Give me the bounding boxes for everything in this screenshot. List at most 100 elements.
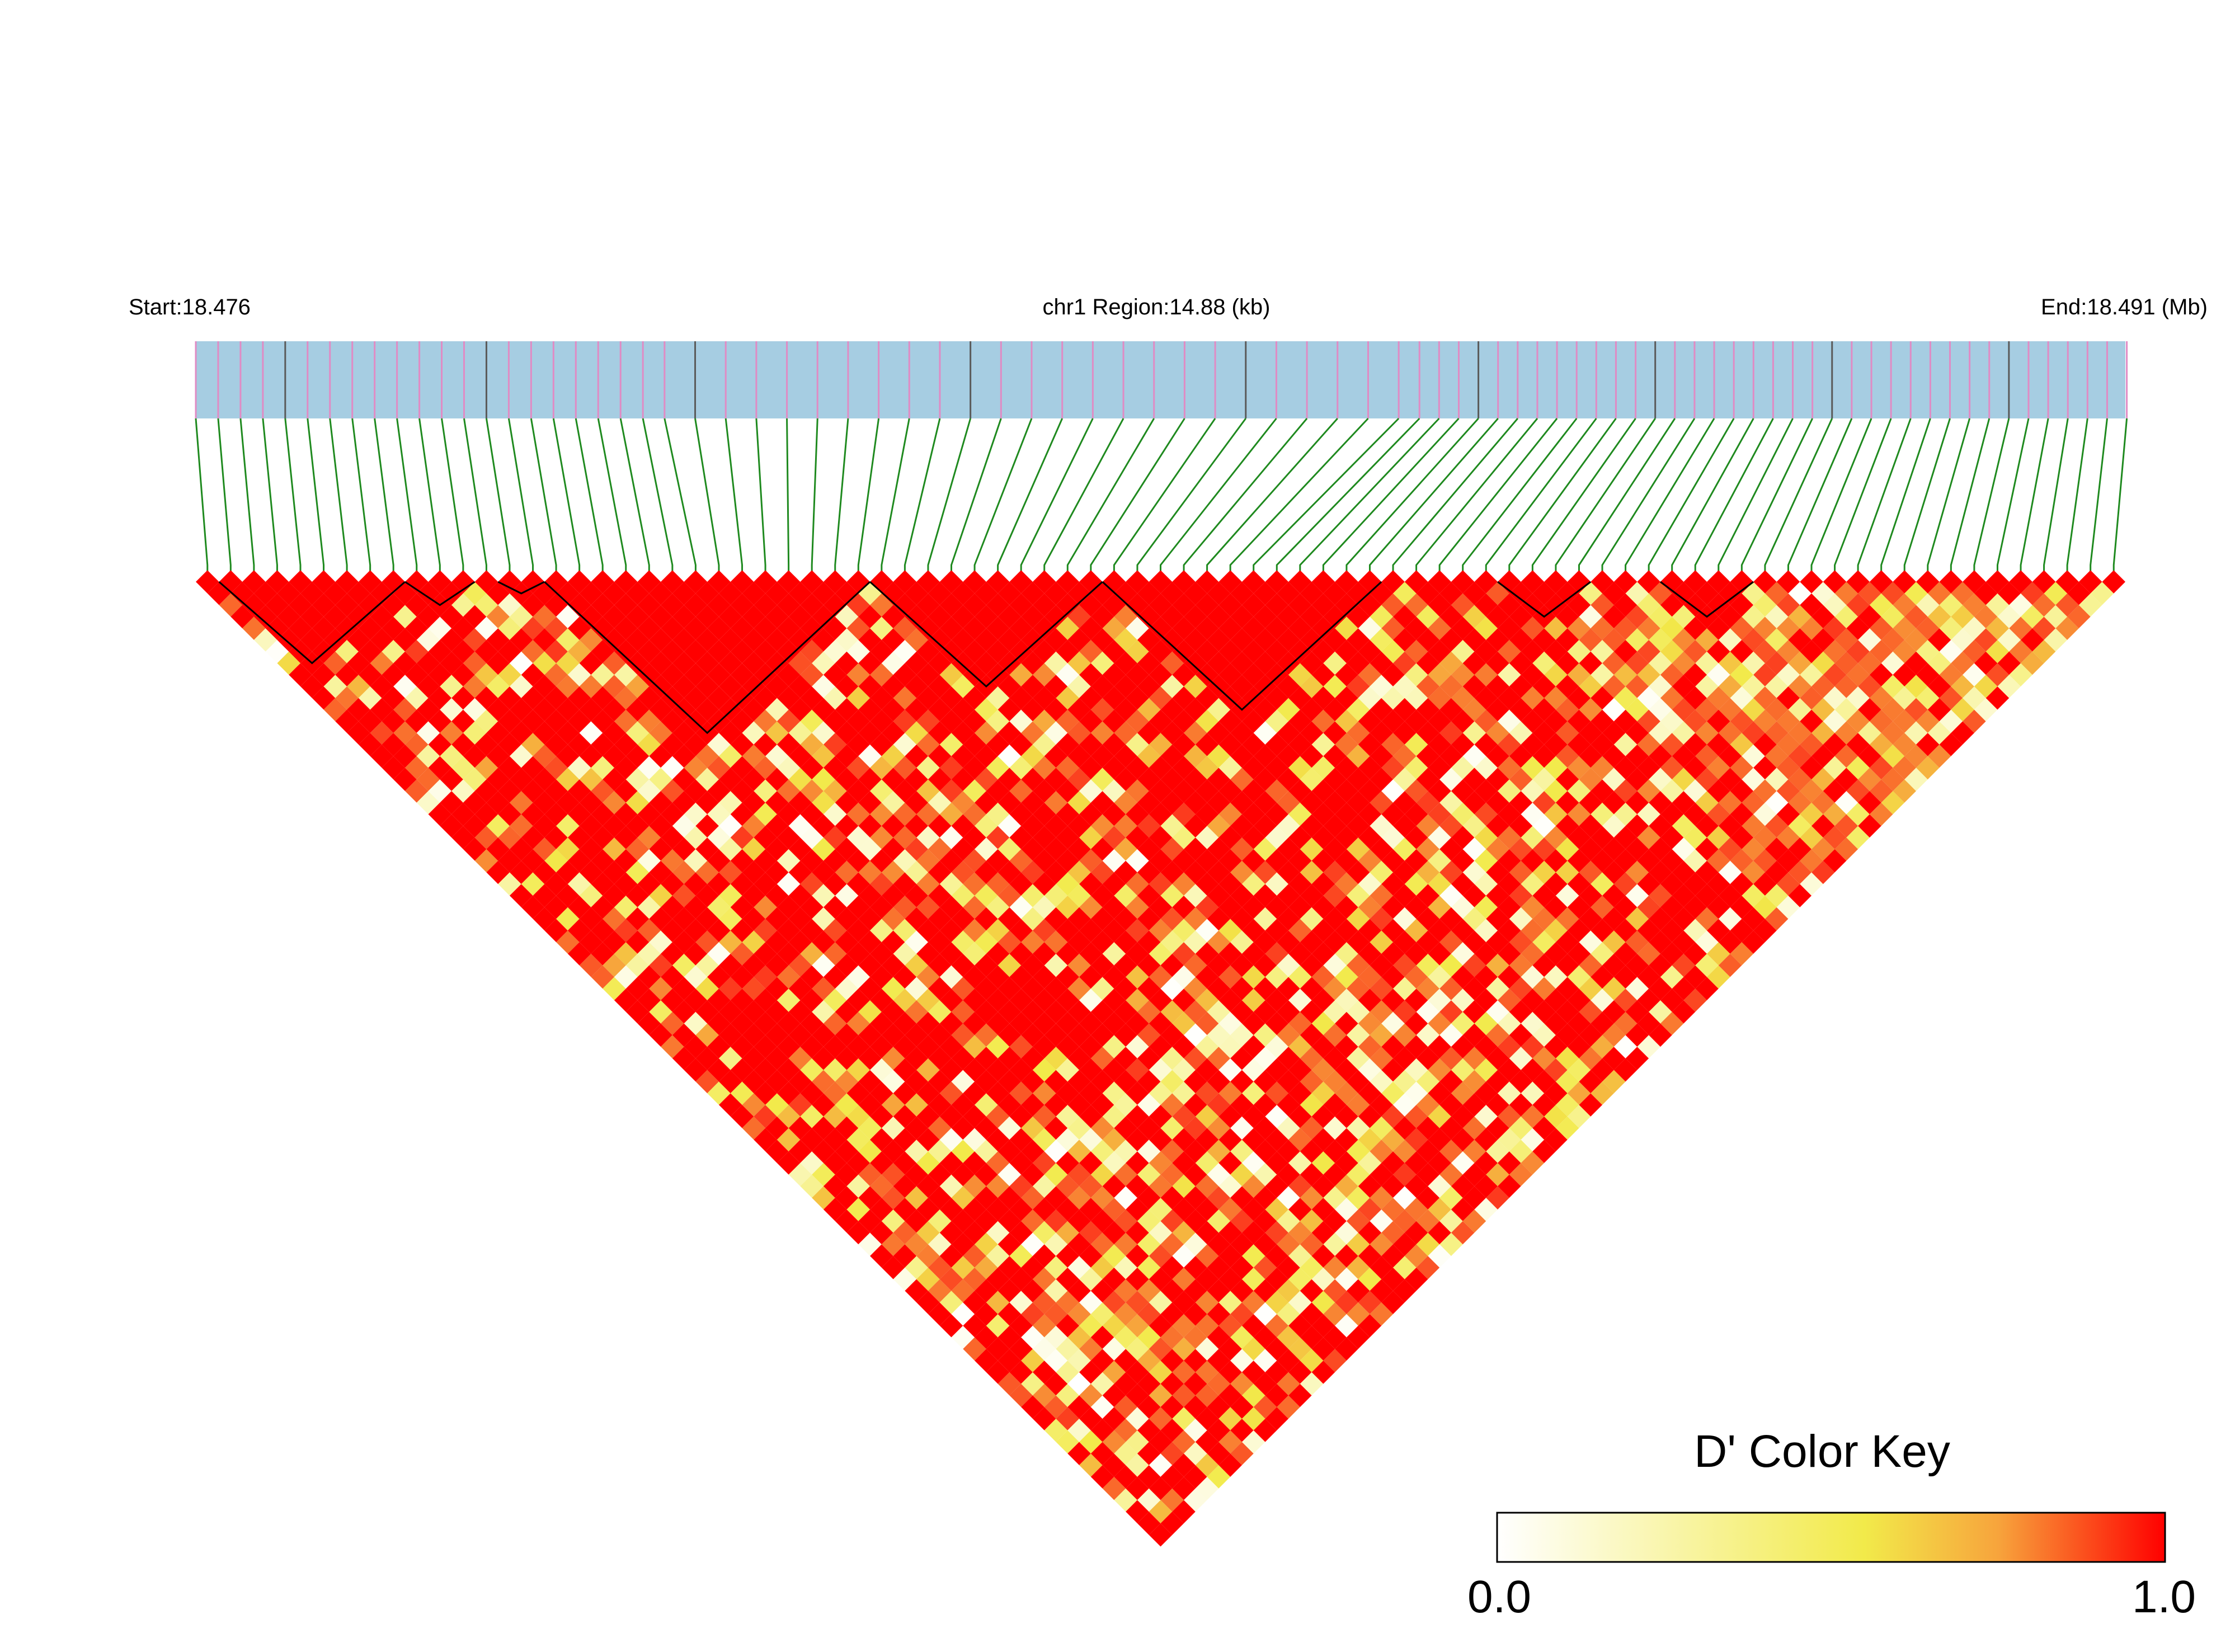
ld-cell: [1160, 1023, 1184, 1047]
ld-cell: [1149, 1198, 1173, 1221]
ld-cell: [1218, 616, 1242, 640]
snp-connector: [575, 418, 604, 577]
ld-cell: [1439, 698, 1463, 722]
ld-cell: [1439, 953, 1463, 977]
ld-cell: [1393, 814, 1417, 838]
ld-cell: [1462, 953, 1486, 977]
ld-cell: [1660, 779, 1684, 803]
ld-cell: [1498, 989, 1521, 1012]
ld-cell: [1788, 790, 1812, 815]
ld-cell: [1207, 1116, 1231, 1140]
ld-cell: [1788, 814, 1812, 838]
ld-cell: [1416, 1093, 1440, 1117]
ld-cell: [1451, 593, 1475, 617]
ld-cell: [1811, 628, 1835, 652]
ld-cell: [1613, 849, 1638, 873]
ld-cell: [1381, 942, 1405, 966]
ld-cell: [1300, 1140, 1324, 1163]
ld-cell: [1660, 709, 1684, 733]
ld-cell: [1521, 616, 1545, 640]
ld-cell: [1288, 1128, 1312, 1152]
ld-cell: [1102, 1476, 1126, 1500]
ld-cell: [1649, 582, 1672, 605]
ld-cell: [881, 1256, 905, 1279]
ld-cell: [1044, 1395, 1068, 1419]
ld-cell: [1102, 1337, 1126, 1361]
ld-cell: [1218, 802, 1242, 826]
ld-cell: [1567, 965, 1591, 989]
snp-connector: [217, 418, 232, 577]
ld-cell: [1567, 849, 1591, 873]
ld-cell: [1335, 942, 1358, 966]
ld-cell: [1893, 686, 1917, 710]
ld-cell: [1555, 605, 1579, 629]
ld-cell: [544, 919, 568, 943]
ld-cell: [544, 709, 568, 733]
ld-cell: [1823, 826, 1847, 849]
ld-cell: [1067, 1116, 1091, 1140]
ld-cell: [1009, 1267, 1033, 1291]
ld-cell: [1277, 1302, 1300, 1326]
ld-cell: [1834, 628, 1858, 652]
ld-cell: [1218, 1267, 1242, 1291]
ld-cell: [1881, 675, 1905, 698]
ld-cell: [1067, 907, 1091, 931]
ld-cell: [1230, 675, 1254, 698]
ld-cell: [1265, 965, 1289, 989]
ld-cell: [1149, 686, 1173, 710]
ld-cell: [1462, 651, 1486, 675]
ld-cell: [1904, 651, 1928, 675]
ld-cell: [1044, 1256, 1068, 1279]
ld-cell: [1358, 1035, 1382, 1058]
ld-cell: [1370, 860, 1394, 884]
ld-cell: [1102, 1453, 1126, 1477]
ld-cell: [1858, 768, 1881, 791]
ld-cell: [1544, 895, 1568, 919]
ld-cell: [986, 1291, 1010, 1314]
ld-cell: [1160, 884, 1184, 907]
ld-cell: [1532, 1023, 1556, 1047]
ld-cell: [1602, 860, 1626, 884]
ld-cell: [1579, 907, 1603, 931]
ld-cell: [1428, 1011, 1451, 1036]
ld-cell: [1277, 1140, 1300, 1163]
ld-cell: [1067, 1302, 1091, 1326]
ld-cell: [1428, 570, 1451, 594]
ld-cell: [1230, 1325, 1254, 1349]
ld-cell: [1265, 616, 1289, 640]
ld-cell: [1498, 942, 1521, 966]
ld-cell: [1149, 826, 1173, 849]
ld-cell: [893, 1198, 917, 1221]
ld-cell: [1207, 814, 1231, 838]
ld-cell: [1974, 651, 1998, 675]
ld-cell: [1230, 1349, 1254, 1372]
ld-cell: [1509, 907, 1533, 931]
color-key-bar: [1496, 1512, 2166, 1563]
ld-cell: [1997, 628, 2021, 652]
ld-cell: [1544, 779, 1568, 803]
ld-cell: [1893, 663, 1917, 686]
ld-cell: [1695, 744, 1719, 768]
ld-cell: [1218, 965, 1242, 989]
ld-cell: [1114, 1418, 1137, 1442]
ld-cell: [1126, 1407, 1149, 1430]
ld-cell: [742, 1047, 766, 1070]
ld-cell: [1126, 1267, 1149, 1291]
region-end-label: End:18.491 (Mb): [2041, 295, 2208, 319]
ld-cell: [1788, 698, 1812, 722]
ld-cell: [1579, 860, 1603, 884]
ld-cell: [1160, 1209, 1184, 1233]
ld-cell: [1288, 1011, 1312, 1036]
ld-cell: [1544, 919, 1568, 943]
ld-cell: [1079, 1174, 1103, 1198]
ld-cell: [2044, 605, 2068, 629]
ld-cell: [1613, 989, 1638, 1012]
ld-cell: [1521, 709, 1545, 733]
ld-cell: [1416, 953, 1440, 977]
ld-cell: [1323, 1047, 1347, 1070]
ld-cell: [1032, 1174, 1056, 1198]
ld-cell: [1218, 1361, 1242, 1384]
ld-cell: [1230, 907, 1254, 931]
ld-cell: [1439, 907, 1463, 931]
snp-connector: [329, 418, 348, 577]
